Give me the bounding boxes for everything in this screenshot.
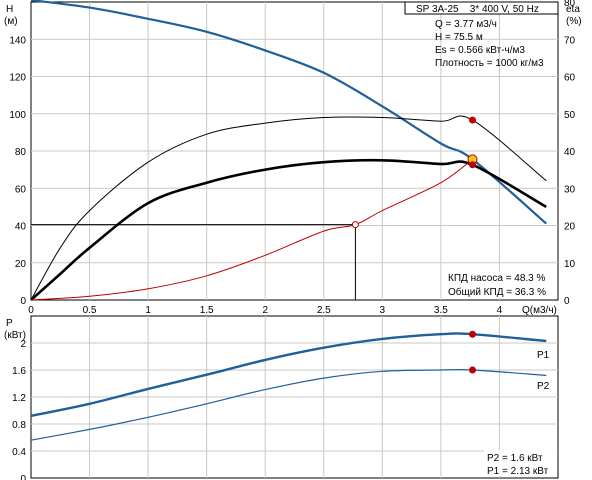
power-tick-label: 0 bbox=[20, 474, 26, 480]
total-efficiency-curve bbox=[30, 158, 547, 301]
p1-marker bbox=[469, 330, 477, 338]
y2-tick-label: 30 bbox=[564, 184, 576, 195]
y2-tick-label: 70 bbox=[564, 35, 576, 46]
p1-power-curve bbox=[30, 332, 547, 418]
x-tick-label: 1 bbox=[145, 305, 151, 316]
y-tick-label: 100 bbox=[9, 110, 26, 121]
chart-title: SP 3A-25 3* 400 V, 50 Hz bbox=[416, 4, 539, 15]
power-tick-label: 1.6 bbox=[12, 366, 26, 377]
pump-efficiency-text: КПД насоса = 48.3 % bbox=[448, 273, 546, 284]
power-chart-grid bbox=[31, 316, 558, 478]
p2-legend-label: P2 bbox=[537, 381, 550, 392]
y2-tick-label: 50 bbox=[564, 110, 576, 121]
markers bbox=[351, 116, 478, 374]
y-tick-label: 80 bbox=[15, 147, 27, 158]
power-axis-label: P bbox=[6, 318, 13, 329]
info-box bbox=[404, 1, 559, 15]
eta-axis-label: eta bbox=[566, 4, 580, 15]
y-tick-label: 60 bbox=[15, 184, 27, 195]
total-efficiency-text: Общий КПД = 36.3 % bbox=[448, 286, 546, 298]
x-tick-label: 3 bbox=[380, 305, 386, 316]
head-chart-grid bbox=[31, 2, 558, 300]
x-axis-label: Q(м3/ч) bbox=[522, 305, 557, 316]
power-tick-label: 2 bbox=[20, 339, 26, 350]
power-values-box bbox=[484, 450, 556, 476]
y-tick-label: 20 bbox=[15, 259, 27, 270]
p1-value-text: P1 = 2.13 кВт bbox=[487, 466, 549, 477]
intersection-marker bbox=[351, 221, 359, 229]
x-tick-label: 3.5 bbox=[434, 305, 448, 316]
y2-tick-label: 40 bbox=[564, 147, 576, 158]
system-curve bbox=[30, 158, 473, 301]
x-tick-label: 4 bbox=[497, 305, 503, 316]
y2-tick-label: 80 bbox=[564, 0, 576, 9]
y2-tick-label: 60 bbox=[564, 73, 576, 84]
head-curve bbox=[30, 0, 548, 225]
p2-value-text: P2 = 1.6 кВт bbox=[487, 453, 543, 464]
head-axis-unit: (м) bbox=[4, 16, 18, 27]
y2-tick-label: 10 bbox=[564, 259, 576, 270]
total-efficiency-marker bbox=[469, 161, 477, 169]
p2-power-curve bbox=[30, 368, 547, 441]
curves bbox=[30, 0, 548, 441]
power-tick-label: 0.8 bbox=[12, 420, 26, 431]
y-tick-label: 40 bbox=[15, 222, 27, 233]
x-tick-label: 1.5 bbox=[200, 305, 214, 316]
info-line: Плотность = 1000 кг/м3 bbox=[435, 58, 544, 69]
y-tick-label: 120 bbox=[9, 73, 26, 84]
p1-legend-label: P1 bbox=[537, 350, 550, 361]
power-tick-label: 1.2 bbox=[12, 393, 26, 404]
x-tick-label: 0.5 bbox=[83, 305, 97, 316]
info-line: Es = 0.566 кВт-ч/м3 bbox=[435, 45, 525, 56]
x-tick-label: 0 bbox=[28, 305, 34, 316]
y-tick-label: 140 bbox=[9, 35, 26, 46]
pump-efficiency-marker bbox=[469, 116, 477, 124]
efficiency-box bbox=[444, 272, 554, 298]
power-axis-unit: (кВт) bbox=[4, 330, 26, 341]
head-axis-label: H bbox=[6, 4, 13, 15]
x-tick-label: 2.5 bbox=[317, 305, 331, 316]
info-line: H = 75.5 м bbox=[435, 32, 483, 43]
pump-efficiency-curve bbox=[30, 115, 547, 301]
power-tick-label: 0.4 bbox=[12, 447, 26, 458]
p2-marker bbox=[469, 366, 477, 374]
y2-tick-label: 0 bbox=[564, 296, 570, 307]
y2-tick-label: 20 bbox=[564, 222, 576, 233]
info-line: Q = 3.77 м3/ч bbox=[435, 19, 497, 30]
eta-axis-unit: (%) bbox=[566, 16, 582, 27]
x-tick-label: 2 bbox=[262, 305, 268, 316]
y-tick-label: 0 bbox=[20, 296, 26, 307]
